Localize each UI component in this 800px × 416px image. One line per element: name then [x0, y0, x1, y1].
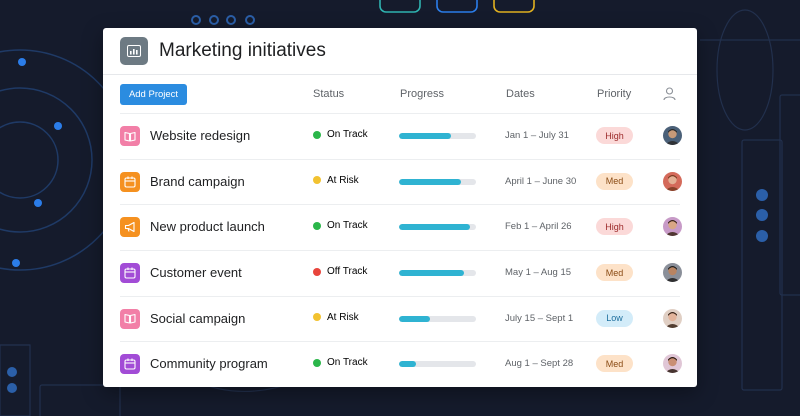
status-label: On Track — [327, 129, 368, 140]
priority-badge[interactable]: Med — [596, 355, 633, 373]
column-header-row: Add Project Status Progress Dates Priori… — [103, 81, 697, 111]
table-row[interactable]: Website redesign On Track Jan 1 – July 3… — [120, 113, 682, 159]
date-range: May 1 – Aug 15 — [505, 267, 572, 279]
avatar[interactable] — [663, 217, 682, 237]
priority-label: Low — [606, 313, 623, 324]
chart-icon — [120, 37, 148, 65]
book-icon — [120, 126, 140, 146]
column-header-priority[interactable]: Priority — [597, 88, 632, 100]
table-row[interactable]: Brand campaign At Risk April 1 – June 30… — [120, 158, 682, 205]
priority-badge[interactable]: High — [596, 127, 633, 144]
status-dot — [313, 358, 321, 367]
progress-fill — [399, 361, 416, 368]
progress-fill — [399, 315, 430, 322]
progress-bar — [399, 224, 476, 231]
status-dot — [313, 176, 321, 185]
avatar-portrait — [665, 220, 680, 237]
status-indicator[interactable]: Off Track — [313, 266, 367, 277]
avatar[interactable] — [663, 126, 682, 145]
avatar[interactable] — [663, 354, 682, 374]
project-list-card: Marketing initiatives Add Project Status… — [103, 28, 697, 387]
progress-bar — [399, 361, 476, 368]
status-dot — [313, 267, 321, 276]
person-icon[interactable] — [663, 87, 676, 106]
calendar-icon — [120, 354, 140, 375]
avatar-portrait — [665, 266, 680, 283]
avatar-portrait — [665, 129, 680, 145]
megaphone-icon — [120, 217, 140, 238]
calendar-icon — [120, 171, 140, 192]
status-label: On Track — [327, 220, 368, 232]
priority-badge[interactable]: Med — [596, 264, 633, 282]
card-header: Marketing initiatives — [103, 28, 697, 75]
status-dot — [313, 130, 321, 139]
priority-badge[interactable]: Low — [596, 309, 633, 327]
status-label: At Risk — [327, 174, 359, 186]
date-range: July 15 – Sept 1 — [505, 312, 574, 324]
avatar[interactable] — [663, 171, 682, 191]
table-row[interactable]: Community program On Track Aug 1 – Sept … — [120, 341, 682, 387]
avatar[interactable] — [663, 263, 682, 283]
column-header-status[interactable]: Status — [313, 88, 345, 100]
table-row[interactable]: Customer event Off Track May 1 – Aug 15 … — [120, 250, 682, 296]
status-indicator[interactable]: On Track — [313, 357, 368, 368]
progress-fill — [399, 133, 451, 139]
project-name[interactable]: Social campaign — [150, 310, 246, 326]
priority-label: Med — [605, 267, 624, 278]
date-range: April 1 – June 30 — [505, 175, 577, 187]
book-icon — [120, 308, 140, 329]
status-label: On Track — [327, 357, 368, 369]
project-name[interactable]: Community program — [150, 356, 268, 372]
progress-bar — [399, 133, 476, 139]
project-name[interactable]: Website redesign — [150, 128, 251, 143]
status-indicator[interactable]: At Risk — [313, 312, 359, 323]
progress-bar — [399, 178, 476, 185]
progress-fill — [399, 178, 461, 185]
status-label: At Risk — [327, 311, 359, 323]
priority-label: High — [605, 221, 624, 232]
status-indicator[interactable]: At Risk — [313, 175, 359, 186]
project-rows: Website redesign On Track Jan 1 – July 3… — [103, 113, 697, 387]
progress-bar — [399, 315, 476, 322]
table-row[interactable]: New product launch On Track Feb 1 – Apri… — [120, 204, 682, 250]
avatar[interactable] — [663, 308, 682, 328]
progress-fill — [399, 224, 470, 231]
avatar-portrait — [665, 174, 680, 191]
progress-bar — [399, 270, 476, 277]
page-title: Marketing initiatives — [159, 40, 326, 61]
status-dot — [313, 313, 321, 322]
priority-label: Med — [605, 358, 624, 369]
calendar-icon — [120, 263, 140, 284]
status-indicator[interactable]: On Track — [313, 220, 368, 231]
table-row[interactable]: Social campaign At Risk July 15 – Sept 1… — [120, 295, 682, 342]
priority-badge[interactable]: Med — [596, 172, 633, 190]
project-name[interactable]: Customer event — [150, 265, 242, 281]
progress-fill — [399, 270, 464, 277]
column-header-dates[interactable]: Dates — [506, 88, 535, 100]
project-name[interactable]: New product launch — [150, 219, 265, 235]
status-dot — [313, 221, 321, 230]
priority-badge[interactable]: High — [596, 218, 633, 236]
date-range: Aug 1 – Sept 28 — [505, 358, 574, 370]
date-range: Jan 1 – July 31 — [505, 130, 569, 141]
priority-label: Med — [605, 176, 624, 187]
status-indicator[interactable]: On Track — [313, 129, 368, 140]
avatar-portrait — [665, 357, 680, 374]
add-project-button[interactable]: Add Project — [120, 84, 187, 105]
column-header-progress[interactable]: Progress — [400, 88, 445, 100]
project-name[interactable]: Brand campaign — [150, 173, 245, 189]
priority-label: High — [605, 130, 624, 141]
date-range: Feb 1 – April 26 — [505, 221, 572, 233]
avatar-portrait — [665, 311, 680, 328]
status-label: Off Track — [327, 266, 368, 278]
